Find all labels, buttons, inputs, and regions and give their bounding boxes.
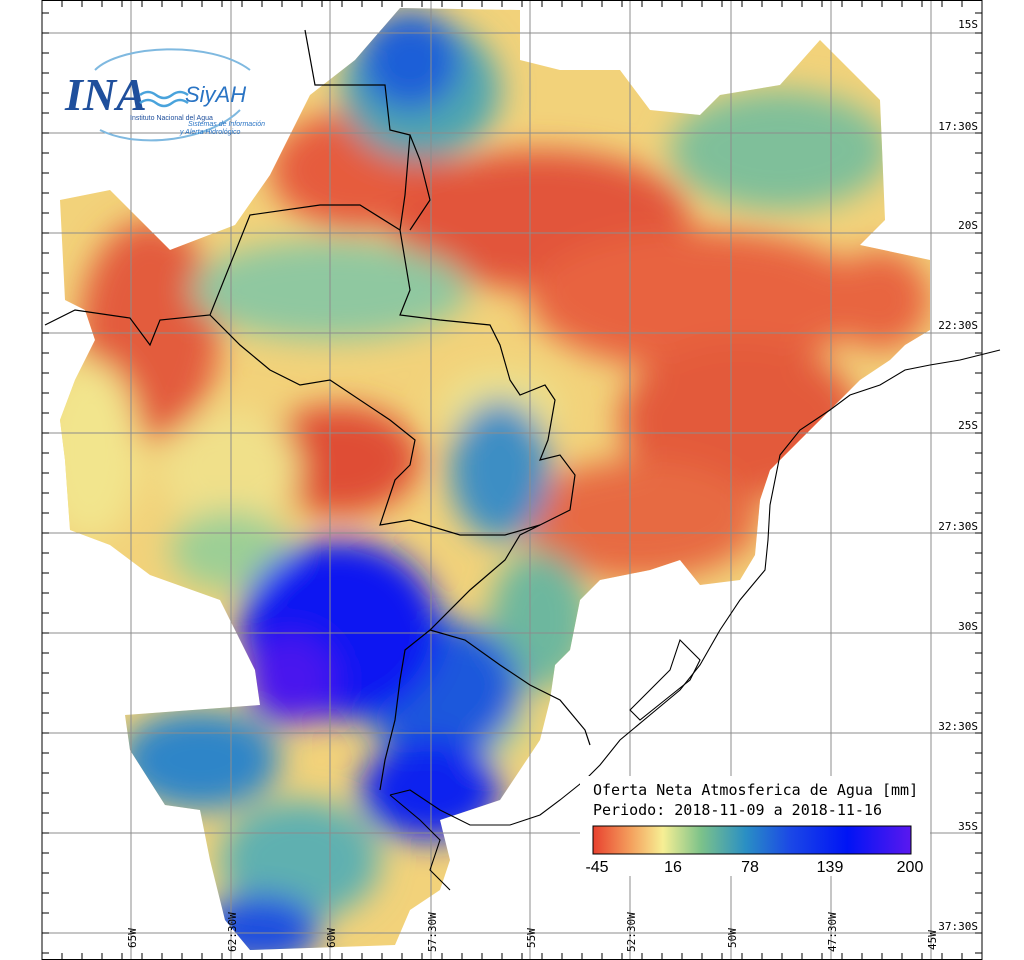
- country-borders: [44, 29, 591, 791]
- lon-label: 52:30W: [625, 912, 638, 952]
- latitude-labels: 15S 17:30S 20S 22:30S 25S 27:30S 30S 32:…: [938, 18, 978, 933]
- legend-tick: 16: [664, 859, 682, 876]
- lon-label: 65W: [126, 928, 139, 948]
- logo-subtitle: Sistemas de Información: [188, 121, 265, 128]
- ina-logo: INA SiyAH Instituto Nacional del Agua Si…: [64, 48, 265, 142]
- lat-label: 32:30S: [938, 720, 978, 733]
- lat-label: 15S: [958, 18, 978, 31]
- legend-tick: 78: [741, 859, 759, 876]
- lat-label: 30S: [958, 620, 978, 633]
- legend: Oferta Neta Atmosferica de Agua [mm] Per…: [580, 776, 930, 876]
- legend-title: Oferta Neta Atmosferica de Agua [mm]: [593, 781, 918, 799]
- wave-icon: [139, 90, 189, 108]
- longitude-labels: 65W 62:30W 60W 57:30W 55W 52:30W 50W 47:…: [126, 912, 939, 952]
- lon-label: 60W: [325, 928, 338, 948]
- lat-label: 27:30S: [938, 520, 978, 533]
- legend-tick: -45: [585, 859, 608, 876]
- lon-label: 50W: [726, 928, 739, 948]
- lat-label: 35S: [958, 820, 978, 833]
- ina-wordmark: INA: [64, 69, 147, 120]
- coastline: [389, 349, 1001, 891]
- lat-label: 25S: [958, 419, 978, 432]
- logo-subtitle: Instituto Nacional del Agua: [130, 115, 213, 122]
- lon-label: 55W: [525, 928, 538, 948]
- siyah-wordmark: SiyAH: [185, 82, 246, 107]
- frame-ticks: [41, 0, 983, 960]
- legend-tick: 200: [897, 859, 924, 876]
- lat-label: 17:30S: [938, 120, 978, 133]
- legend-tick: 139: [817, 859, 844, 876]
- lat-label: 22:30S: [938, 319, 978, 332]
- lat-label: 37:30S: [938, 920, 978, 933]
- lon-label: 62:30W: [226, 912, 239, 952]
- legend-period: Periodo: 2018-11-09 a 2018-11-16: [593, 801, 882, 819]
- color-bar: [592, 825, 912, 855]
- lat-label: 20S: [958, 219, 978, 232]
- logo-subtitle: y Alerta Hidrológico: [179, 129, 241, 136]
- lon-label: 47:30W: [826, 912, 839, 952]
- lon-label: 45W: [926, 930, 939, 950]
- lon-label: 57:30W: [426, 912, 439, 952]
